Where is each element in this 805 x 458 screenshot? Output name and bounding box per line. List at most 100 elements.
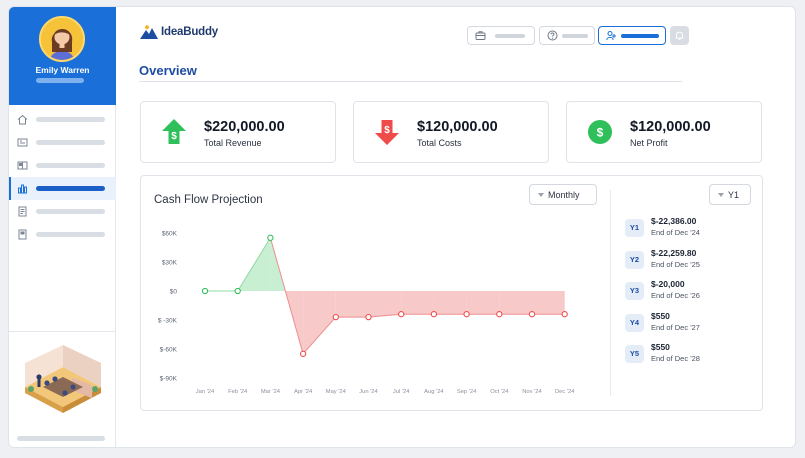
- kpi-value: $220,000.00: [204, 119, 285, 135]
- data-point: [398, 311, 405, 318]
- chevron-down-icon: [718, 193, 724, 197]
- bar-chart-icon: [18, 184, 27, 194]
- data-point: [234, 287, 241, 295]
- briefcase-icon: [475, 31, 486, 40]
- year-end-date: End of Dec '28: [651, 354, 700, 363]
- header-briefcase-button[interactable]: [467, 26, 535, 45]
- x-tick-label: May '24: [326, 389, 347, 395]
- profile-card[interactable]: Emily Warren: [9, 7, 116, 105]
- year-amount: $550: [651, 342, 670, 352]
- users-icon: [606, 31, 616, 41]
- year-summary-item[interactable]: Y2 $-22,259.80 End of Dec '25: [625, 248, 755, 274]
- kpi-value: $120,000.00: [417, 119, 498, 135]
- book-icon: [17, 161, 28, 170]
- help-icon: [547, 30, 558, 41]
- data-point: [365, 313, 372, 321]
- year-badge: Y4: [625, 313, 644, 332]
- avatar[interactable]: [39, 16, 85, 62]
- sidebar-nav: [9, 108, 116, 246]
- year-badge: Y2: [625, 250, 644, 269]
- brand-name: IdeaBuddy: [161, 26, 218, 38]
- year-summary-item[interactable]: Y5 $550 End of Dec '28: [625, 342, 755, 368]
- data-point: [267, 234, 274, 241]
- x-tick-label: Nov '24: [522, 389, 542, 395]
- negative-area-segment: [335, 291, 369, 318]
- x-tick-label: Feb '24: [228, 389, 248, 395]
- period-select[interactable]: Monthly: [529, 184, 597, 205]
- year-select[interactable]: Y1: [709, 184, 751, 205]
- bell-icon: [675, 31, 684, 40]
- year-badge: Y5: [625, 345, 644, 363]
- year-summary-item[interactable]: Y3 $-20,000 End of Dec '26: [625, 279, 755, 305]
- notebook-icon: [18, 229, 27, 240]
- sidebar-item-financials[interactable]: [9, 177, 116, 200]
- sidebar-item-document[interactable]: [9, 200, 116, 223]
- sidebar: Emily Warren: [9, 7, 116, 447]
- kpi-label: Total Costs: [417, 138, 462, 148]
- year-end-date: End of Dec '26: [651, 291, 700, 300]
- kpi-value: $120,000.00: [630, 119, 711, 135]
- brand-logo[interactable]: IdeaBuddy: [140, 25, 218, 39]
- x-tick-label: Jun '24: [359, 389, 378, 395]
- header-button-label: [495, 34, 525, 38]
- dashboard-icon: [17, 138, 28, 147]
- data-point: [430, 311, 438, 318]
- header-collaborators-button[interactable]: [598, 26, 666, 45]
- kpi-label: Net Profit: [630, 138, 668, 148]
- year-amount: $-22,386.00: [651, 216, 697, 226]
- kpi-card-total-revenue: $ $220,000.00 Total Revenue: [140, 101, 336, 163]
- sidebar-item-label: [36, 117, 105, 122]
- year-amount: $550: [651, 310, 670, 321]
- data-point: [463, 311, 470, 318]
- svg-text:$: $: [171, 131, 177, 142]
- app-window: Emily Warren: [8, 6, 796, 448]
- page-title: Overview: [139, 63, 197, 78]
- x-tick-label: Mar '24: [261, 389, 281, 395]
- y-tick-label: $-90K: [160, 376, 178, 383]
- panel-divider: [610, 190, 611, 396]
- logo-mountain-icon: [140, 25, 158, 39]
- arrow-up-dollar-icon: $: [162, 119, 186, 144]
- sidebar-item-book[interactable]: [9, 154, 116, 177]
- y-tick-label: $30K: [162, 260, 178, 267]
- sidebar-item-notebook[interactable]: [9, 223, 116, 246]
- year-badge: Y3: [625, 282, 644, 300]
- data-point: [561, 311, 568, 318]
- sidebar-item-label: [36, 232, 105, 237]
- sidebar-item-label: [36, 186, 105, 191]
- sidebar-item-dashboard[interactable]: [9, 131, 116, 154]
- data-point: [299, 350, 307, 357]
- notifications-button[interactable]: [670, 26, 689, 45]
- negative-area-segment: [401, 291, 434, 315]
- data-point: [496, 311, 503, 318]
- sidebar-item-home[interactable]: [9, 108, 116, 131]
- y-tick-label: $0: [170, 289, 178, 296]
- negative-area-segment: [532, 291, 565, 315]
- y-tick-label: $60K: [162, 231, 178, 238]
- negative-area-segment: [466, 291, 500, 315]
- cash-flow-chart: $60K $30K $0 $ -30K $-60K $-90K Jan '24 Feb '24…: [158, 231, 575, 396]
- document-icon: [18, 206, 27, 217]
- y-tick-label: $-60K: [160, 347, 178, 354]
- dollar-circle-icon: $: [588, 120, 612, 144]
- sidebar-divider: [9, 331, 116, 332]
- home-icon: [17, 114, 28, 125]
- kpi-card-net-profit: $ $120,000.00 Net Profit: [566, 101, 762, 163]
- kpi-card-total-costs: $ $120,000.00 Total Costs: [353, 101, 549, 163]
- svg-text:$: $: [597, 126, 604, 140]
- header-button-label: [562, 34, 588, 38]
- header-help-button[interactable]: [539, 26, 595, 45]
- series-line-segment: [302, 316, 337, 355]
- series-line-segment: [269, 237, 304, 354]
- y-tick-label: $ -30K: [158, 318, 178, 325]
- year-amount: $-20,000: [651, 279, 685, 289]
- negative-area-segment: [368, 291, 402, 318]
- cash-flow-panel: Cash Flow Projection Monthly Y1 $60K $30K…: [140, 175, 763, 411]
- sidebar-footer-placeholder: [17, 436, 105, 441]
- data-point: [332, 313, 339, 321]
- x-tick-label: Apr '24: [294, 389, 313, 395]
- positive-area-segment: [270, 237, 286, 291]
- year-summary-item[interactable]: Y4 $550 End of Dec '27: [625, 311, 755, 337]
- year-summary-item[interactable]: Y1 $-22,386.00 End of Dec '24: [625, 216, 755, 242]
- year-select-value: Y1: [728, 190, 740, 200]
